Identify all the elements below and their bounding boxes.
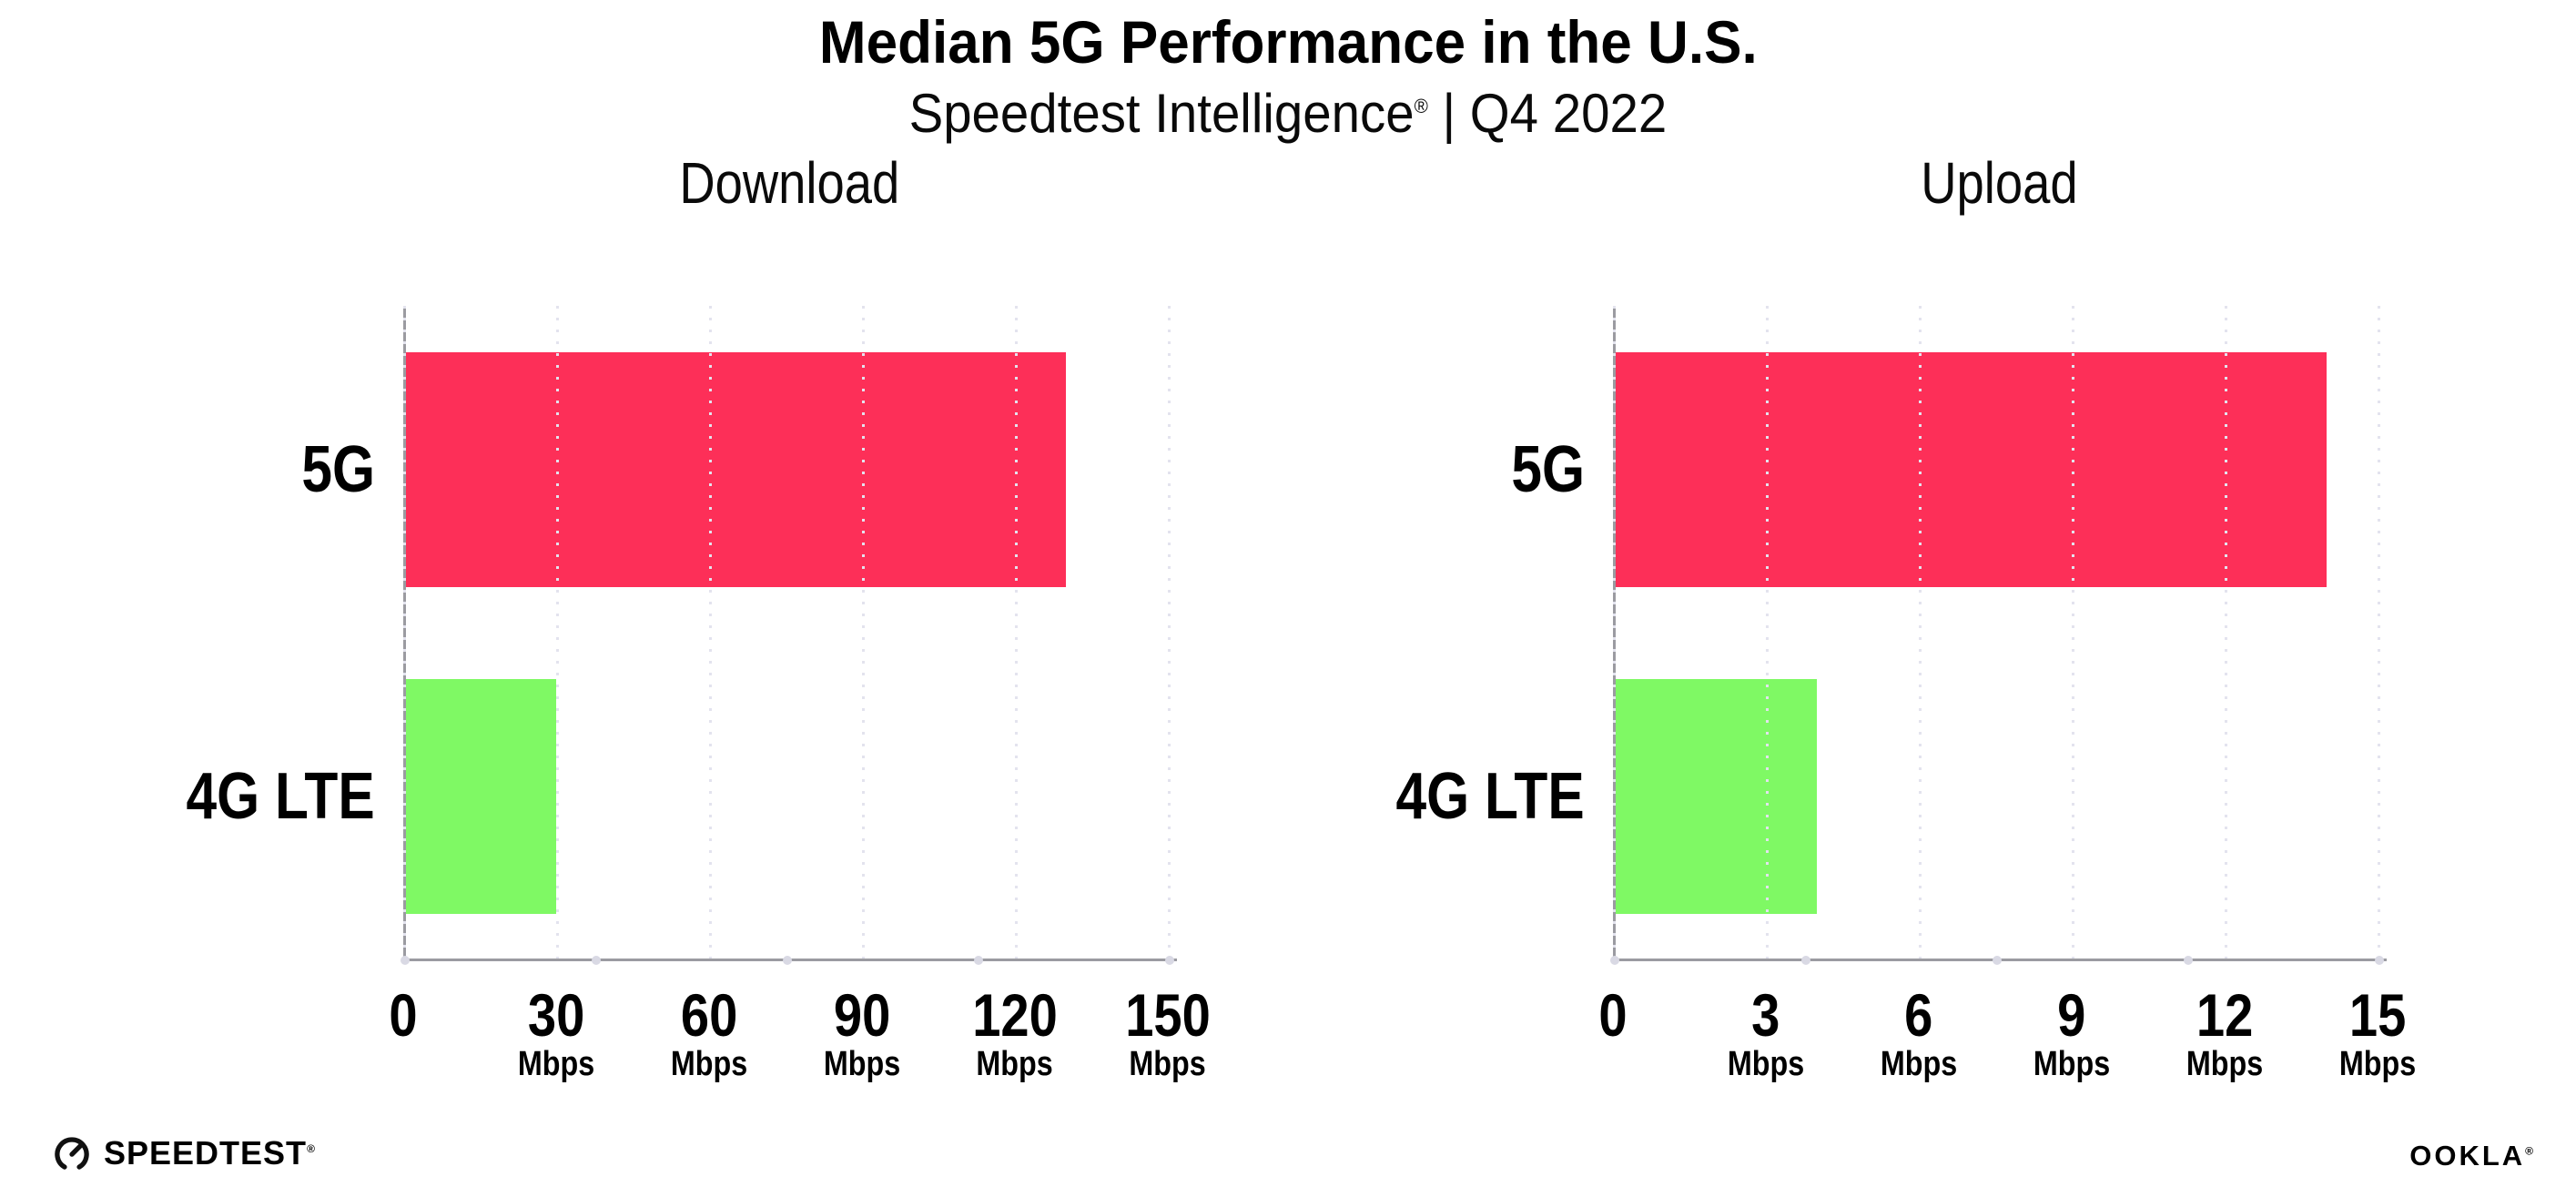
x-tick-6: 6 Mbps bbox=[1873, 981, 1963, 1084]
gridline-6 bbox=[1919, 306, 1922, 959]
gridline-30 bbox=[556, 306, 559, 959]
speedtest-registered-mark: ® bbox=[307, 1142, 316, 1155]
bar-5g bbox=[406, 352, 1066, 587]
x-tick-unit: Mbps bbox=[1727, 1045, 1805, 1083]
x-tick-unit: Mbps bbox=[517, 1045, 595, 1083]
category-label-text: 4G LTE bbox=[186, 760, 375, 833]
x-tick-0: 0 bbox=[1597, 981, 1630, 1049]
speedtest-logo: SPEEDTEST® bbox=[51, 1132, 316, 1174]
category-label-text: 4G LTE bbox=[1395, 760, 1585, 833]
axis-tick-dot bbox=[1993, 956, 2002, 965]
x-tick-120: 120 Mbps bbox=[965, 981, 1065, 1084]
axis-tick-dot bbox=[2375, 956, 2384, 965]
axis-tick-dot bbox=[783, 956, 792, 965]
x-tick-unit: Mbps bbox=[2338, 1045, 2417, 1083]
subtitle-brand: Speedtest Intelligence bbox=[908, 83, 1415, 144]
x-tick-unit: Mbps bbox=[1880, 1045, 1958, 1083]
ookla-registered-mark: ® bbox=[2525, 1144, 2536, 1158]
gridline-0 bbox=[1613, 306, 1616, 959]
x-tick-value: 150 bbox=[1125, 981, 1211, 1049]
gridline-60 bbox=[709, 306, 712, 959]
axis-tick-dot bbox=[2184, 956, 2193, 965]
gridline-15 bbox=[2378, 306, 2380, 959]
bar-5g bbox=[1616, 352, 2327, 587]
x-tick-90: 90 Mbps bbox=[816, 981, 907, 1084]
x-tick-unit: Mbps bbox=[823, 1045, 901, 1083]
gridline-120 bbox=[1015, 306, 1018, 959]
category-label-4g-lte: 4G LTE bbox=[150, 760, 375, 833]
upload-plot-area: 0 3 Mbps 6 Mbps 9 Mbps 12 Mbps 15 Mbps bbox=[1598, 306, 2416, 1095]
speedtest-gauge-icon bbox=[55, 1137, 89, 1170]
axis-tick-dot bbox=[401, 956, 410, 965]
category-label-text: 5G bbox=[1511, 433, 1585, 506]
x-tick-unit: Mbps bbox=[2186, 1045, 2264, 1083]
subtitle-period: | Q4 2022 bbox=[1427, 83, 1668, 144]
category-label-5g: 5G bbox=[288, 433, 375, 506]
x-tick-value: 15 bbox=[2348, 981, 2407, 1049]
x-tick-60: 60 Mbps bbox=[664, 981, 754, 1084]
x-tick-value: 30 bbox=[527, 981, 585, 1049]
x-tick-value: 12 bbox=[2196, 981, 2254, 1049]
gridline-90 bbox=[862, 306, 865, 959]
gridline-0 bbox=[403, 306, 406, 959]
axis-tick-dot bbox=[974, 956, 983, 965]
download-chart-title: Download bbox=[679, 150, 900, 216]
axis-tick-dot bbox=[1801, 956, 1810, 965]
x-tick-150: 150 Mbps bbox=[1118, 981, 1218, 1084]
gridline-3 bbox=[1766, 306, 1769, 959]
gridline-12 bbox=[2225, 306, 2227, 959]
category-label-5g: 5G bbox=[1497, 433, 1585, 506]
axis-tick-dot bbox=[1610, 956, 1619, 965]
page-title-text: Median 5G Performance in the U.S. bbox=[818, 8, 1758, 76]
x-tick-9: 9 Mbps bbox=[2026, 981, 2116, 1084]
category-label-4g-lte: 4G LTE bbox=[1360, 760, 1585, 833]
category-label-text: 5G bbox=[301, 433, 375, 506]
speedtest-wordmark: SPEEDTEST® bbox=[104, 1134, 316, 1172]
gridline-9 bbox=[2072, 306, 2074, 959]
x-tick-unit: Mbps bbox=[2033, 1045, 2111, 1083]
x-tick-value: 120 bbox=[972, 981, 1058, 1049]
upload-chart-title: Upload bbox=[1921, 150, 2078, 216]
x-tick-unit: Mbps bbox=[670, 1045, 748, 1083]
x-tick-value: 90 bbox=[833, 981, 891, 1049]
ookla-logo: OOKLA® bbox=[2409, 1140, 2536, 1172]
registered-mark-icon: ® bbox=[1414, 95, 1428, 117]
bar-4g-lte bbox=[406, 679, 556, 914]
bar-4g-lte bbox=[1616, 679, 1817, 914]
x-tick-0: 0 bbox=[387, 981, 421, 1049]
page-subtitle: Speedtest Intelligence® | Q4 2022 bbox=[0, 84, 2576, 144]
download-plot-area: 0 30 Mbps 60 Mbps 90 Mbps 120 Mbps 150 Mbps bbox=[389, 306, 1211, 1095]
x-tick-3: 3 Mbps bbox=[1720, 981, 1810, 1084]
x-tick-value: 3 bbox=[1751, 981, 1780, 1049]
x-tick-value: 0 bbox=[1598, 981, 1628, 1049]
x-tick-30: 30 Mbps bbox=[511, 981, 601, 1084]
x-tick-12: 12 Mbps bbox=[2179, 981, 2269, 1084]
x-tick-value: 6 bbox=[1904, 981, 1933, 1049]
ookla-wordmark: OOKLA® bbox=[2409, 1140, 2536, 1172]
gridline-150 bbox=[1168, 306, 1171, 959]
x-tick-value: 9 bbox=[2057, 981, 2086, 1049]
x-tick-value: 0 bbox=[389, 981, 418, 1049]
axis-tick-dot bbox=[592, 956, 601, 965]
axis-tick-dot bbox=[1165, 956, 1174, 965]
x-tick-15: 15 Mbps bbox=[2332, 981, 2422, 1084]
page-title: Median 5G Performance in the U.S. bbox=[0, 9, 2576, 75]
x-tick-value: 60 bbox=[680, 981, 738, 1049]
x-tick-unit: Mbps bbox=[1129, 1045, 1207, 1083]
x-tick-unit: Mbps bbox=[976, 1045, 1054, 1083]
